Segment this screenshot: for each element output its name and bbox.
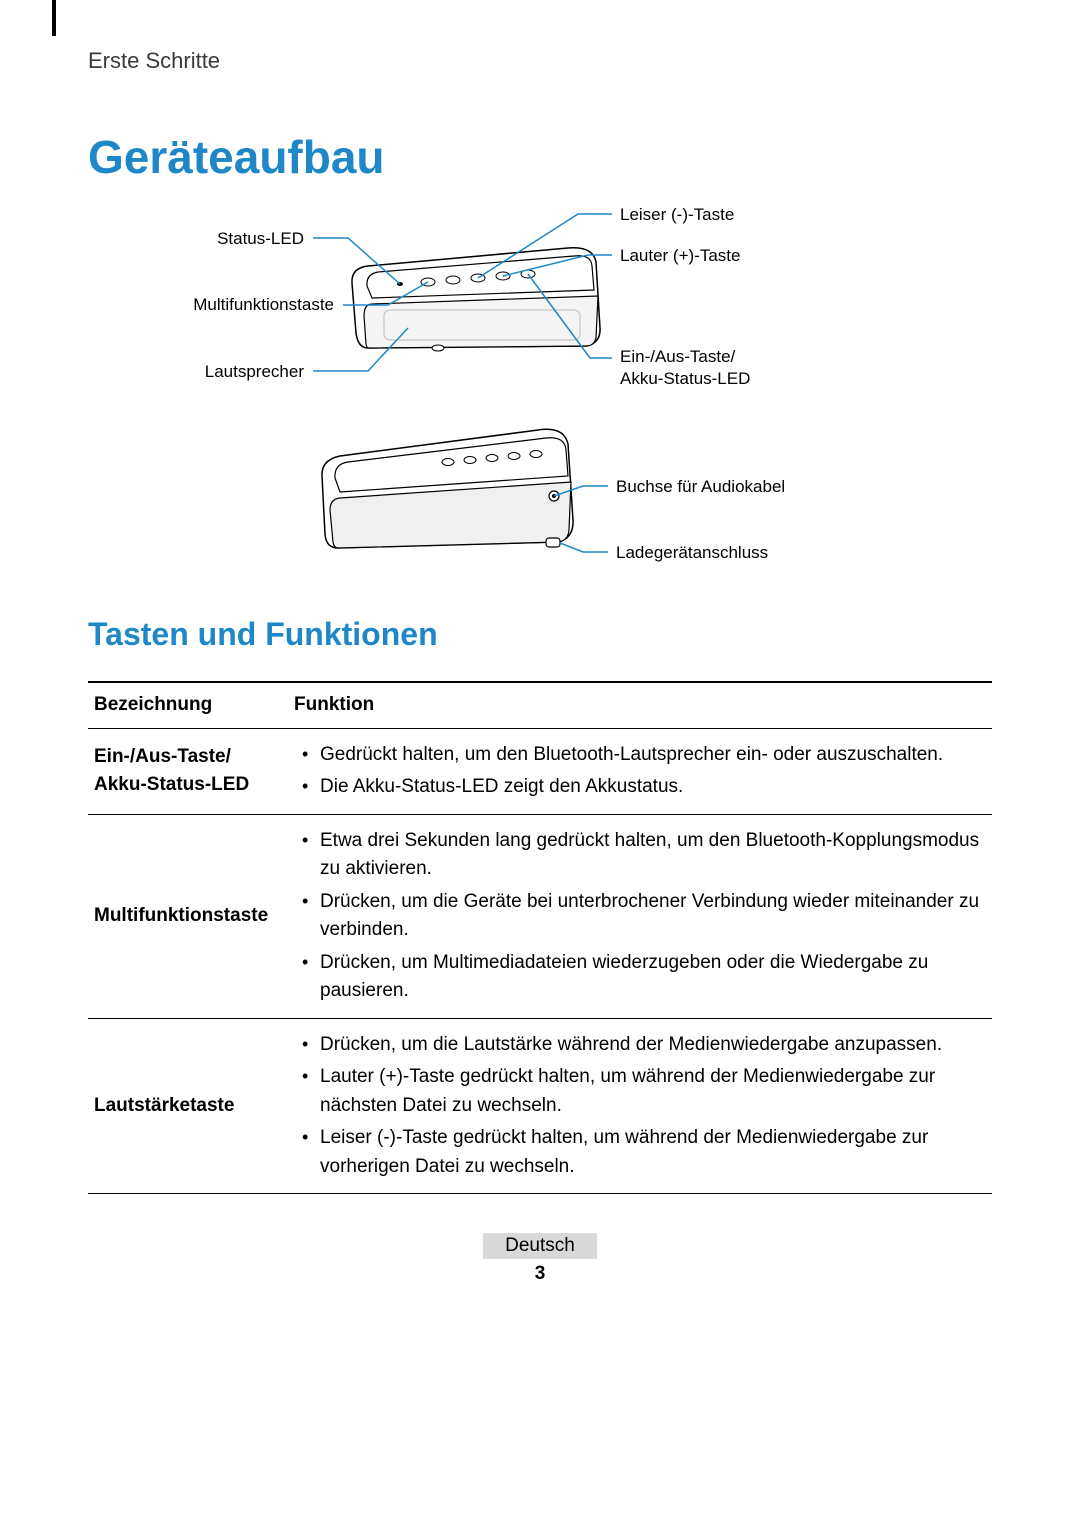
sub-title: Tasten und Funktionen (88, 616, 992, 653)
func-item: Etwa drei Sekunden lang gedrückt halten,… (294, 827, 988, 884)
device-back-view (322, 429, 573, 548)
label-charger: Ladegerätanschluss (616, 542, 768, 564)
main-title: Geräteaufbau (88, 130, 992, 184)
device-diagram: Status-LED Multifunktionstaste Lautsprec… (88, 198, 992, 598)
row-name: Ein-/Aus-Taste/ Akku-Status-LED (88, 728, 288, 814)
row-name: Lautstärketaste (88, 1018, 288, 1194)
row-funcs: Gedrückt halten, um den Bluetooth-Lautsp… (288, 728, 992, 814)
func-item: Lauter (+)-Taste gedrückt halten, um wäh… (294, 1063, 988, 1120)
table-row: Multifunktionstaste Etwa drei Sekunden l… (88, 814, 992, 1018)
row-funcs: Drücken, um die Lautstärke während der M… (288, 1018, 992, 1194)
table-header-function: Funktion (288, 682, 992, 728)
footer-page-number: 3 (0, 1263, 1080, 1285)
func-item: Leiser (-)-Taste gedrückt halten, um wäh… (294, 1124, 988, 1181)
func-item: Drücken, um die Geräte bei unterbrochene… (294, 888, 988, 945)
page-footer: Deutsch 3 (0, 1233, 1080, 1285)
device-top-view (352, 248, 600, 351)
func-item: Gedrückt halten, um den Bluetooth-Lautsp… (294, 741, 988, 770)
label-volume-down: Leiser (-)-Taste (620, 204, 734, 226)
row-funcs: Etwa drei Sekunden lang gedrückt halten,… (288, 814, 992, 1018)
footer-language: Deutsch (0, 1233, 1080, 1259)
label-status-led: Status-LED (217, 228, 304, 250)
label-audio-jack: Buchse für Audiokabel (616, 476, 785, 498)
label-speaker: Lautsprecher (205, 361, 304, 383)
table-row: Ein-/Aus-Taste/ Akku-Status-LED Gedrückt… (88, 728, 992, 814)
page-content: Erste Schritte Geräteaufbau (0, 0, 1080, 1194)
table-row: Lautstärketaste Drücken, um die Lautstär… (88, 1018, 992, 1194)
func-item: Drücken, um Multimediadateien wiederzuge… (294, 949, 988, 1006)
table-header-name: Bezeichnung (88, 682, 288, 728)
functions-table: Bezeichnung Funktion Ein-/Aus-Taste/ Akk… (88, 681, 992, 1194)
func-item: Die Akku-Status-LED zeigt den Akkustatus… (294, 773, 988, 802)
row-name: Multifunktionstaste (88, 814, 288, 1018)
func-item: Drücken, um die Lautstärke während der M… (294, 1031, 988, 1060)
section-header: Erste Schritte (88, 48, 992, 74)
footer-language-text: Deutsch (483, 1233, 597, 1259)
device-diagram-svg (88, 198, 992, 598)
table-header-row: Bezeichnung Funktion (88, 682, 992, 728)
page-tab-indicator (52, 0, 56, 36)
label-power-battery: Ein-/Aus-Taste/ Akku-Status-LED (620, 346, 750, 390)
label-multifunction: Multifunktionstaste (193, 294, 334, 316)
label-volume-up: Lauter (+)-Taste (620, 245, 740, 267)
